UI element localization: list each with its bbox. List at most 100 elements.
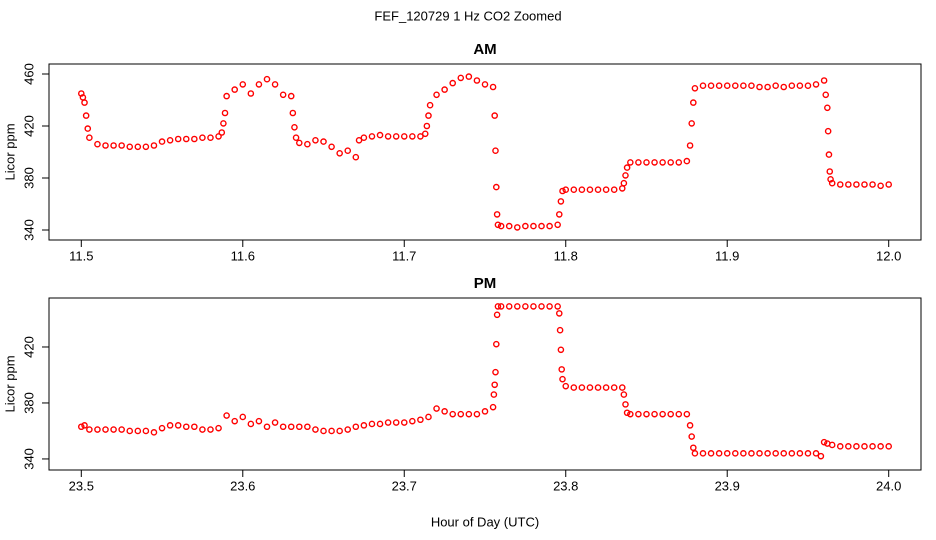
data-point (513, 303, 521, 310)
data-point (449, 410, 457, 418)
x-tick-label: 11.6 (231, 248, 255, 263)
data-point (328, 427, 335, 435)
data-point (659, 410, 666, 418)
data-point (118, 142, 125, 149)
data-point (845, 181, 852, 188)
data-point (731, 450, 739, 457)
data-point (618, 384, 626, 391)
data-point (376, 131, 384, 139)
x-tick-label: 11.9 (715, 248, 739, 263)
data-point (287, 92, 295, 100)
x-tick-label: 11.8 (554, 248, 578, 263)
data-point (81, 422, 88, 429)
data-point (594, 186, 602, 193)
data-point (77, 423, 85, 431)
data-point (344, 147, 352, 155)
data-point (715, 82, 723, 90)
data-point (239, 413, 247, 421)
data-point (352, 423, 360, 431)
data-point (94, 140, 101, 148)
data-point (312, 426, 319, 433)
data-point (384, 419, 392, 426)
data-point (491, 381, 498, 389)
data-point (845, 443, 852, 450)
data-point (715, 450, 723, 457)
y-tick-label: 420 (21, 115, 36, 137)
data-point (102, 426, 109, 433)
data-point (218, 129, 226, 136)
data-point (142, 143, 150, 151)
data-point (207, 426, 214, 433)
data-point (772, 450, 779, 457)
data-point (530, 303, 537, 310)
data-point (494, 221, 502, 229)
data-point (780, 83, 788, 91)
data-point (263, 75, 271, 83)
x-tick-label: 23.8 (553, 478, 578, 493)
data-point (433, 405, 440, 412)
data-point (699, 82, 707, 90)
y-tick-label: 380 (21, 392, 36, 414)
data-point (312, 137, 319, 144)
data-point (392, 419, 400, 426)
data-point (126, 427, 134, 435)
data-point (740, 450, 747, 457)
data-point (635, 159, 642, 166)
x-axis-label: Hour of Day (UTC) (431, 514, 539, 529)
data-point (221, 109, 229, 117)
data-point (877, 182, 884, 190)
data-point (320, 138, 327, 145)
data-point (142, 427, 150, 435)
data-point (493, 183, 500, 191)
data-point (623, 409, 631, 417)
data-point (174, 422, 182, 429)
data-point (822, 91, 830, 99)
data-point (861, 181, 868, 188)
x-tick-label: 12.0 (876, 248, 901, 263)
data-point (651, 159, 658, 166)
data-point (449, 79, 457, 87)
data-point (497, 222, 505, 230)
data-point (400, 133, 408, 140)
panel-title: PM (474, 275, 497, 292)
data-point (473, 410, 481, 418)
data-point (796, 82, 804, 90)
data-point (707, 450, 715, 457)
data-point (824, 127, 832, 135)
data-point (675, 159, 683, 166)
y-tick-label: 380 (21, 167, 36, 189)
data-point (688, 433, 695, 440)
data-point (352, 153, 360, 161)
data-point (748, 82, 755, 90)
data-point (166, 137, 174, 144)
data-point (555, 211, 563, 218)
data-point (199, 426, 206, 433)
data-point (610, 384, 618, 391)
data-point (426, 101, 434, 109)
data-point (457, 410, 465, 418)
data-point (360, 134, 368, 142)
data-point (643, 159, 650, 166)
data-point (344, 426, 352, 433)
y-tick-label: 340 (21, 448, 36, 470)
data-point (247, 420, 255, 428)
data-point (465, 410, 473, 418)
data-point (804, 450, 812, 457)
data-point (820, 77, 828, 84)
data-point (263, 423, 271, 431)
data-point (683, 410, 691, 418)
data-point (368, 420, 376, 428)
x-tick-label: 24.0 (876, 478, 901, 493)
x-tick-label: 23.9 (715, 478, 740, 493)
data-point (494, 303, 502, 310)
y-tick-label: 340 (21, 219, 36, 241)
data-point (441, 408, 448, 415)
data-point (538, 222, 545, 230)
data-point (376, 420, 384, 428)
data-point (699, 450, 707, 457)
data-point (295, 139, 303, 147)
data-point (336, 149, 343, 157)
data-point (788, 82, 796, 90)
data-point (150, 429, 158, 436)
data-point (368, 133, 376, 140)
